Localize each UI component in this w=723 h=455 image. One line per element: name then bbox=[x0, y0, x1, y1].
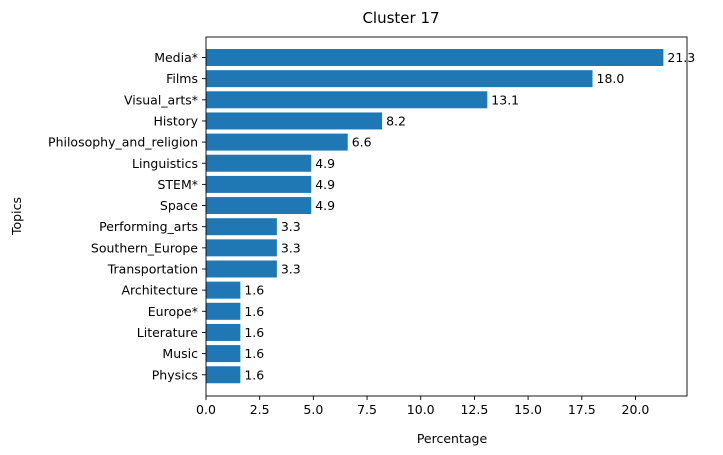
bars-group bbox=[206, 49, 664, 384]
category-label: History bbox=[154, 113, 199, 128]
value-label: 3.3 bbox=[281, 219, 301, 234]
plot-frame bbox=[205, 36, 688, 397]
category-label: Space bbox=[160, 198, 198, 213]
category-label: Physics bbox=[152, 367, 198, 382]
x-tick-label: 17.5 bbox=[568, 402, 596, 417]
bar bbox=[206, 345, 241, 363]
bar bbox=[206, 112, 383, 130]
value-label: 8.2 bbox=[386, 113, 406, 128]
value-label: 1.6 bbox=[244, 304, 264, 319]
value-labels: 21.3 18.0 13.1 8.2 6.6 4.9 4.9 4.9 3.3 3.3 3.3 1.6 1… bbox=[244, 50, 695, 382]
x-tick-label: 5.0 bbox=[303, 402, 323, 417]
value-label: 1.6 bbox=[244, 283, 264, 298]
bar bbox=[206, 260, 277, 278]
bar bbox=[206, 91, 488, 109]
category-label: Media* bbox=[154, 50, 198, 65]
value-label: 21.3 bbox=[667, 50, 695, 65]
bar bbox=[206, 175, 312, 193]
bar bbox=[206, 133, 348, 151]
category-label: Architecture bbox=[121, 283, 198, 298]
category-label: Music bbox=[162, 346, 198, 361]
bar bbox=[206, 239, 277, 257]
value-label: 1.6 bbox=[244, 325, 264, 340]
x-tick-label: 7.5 bbox=[357, 402, 377, 417]
category-label: Transportation bbox=[107, 262, 198, 277]
value-label: 18.0 bbox=[597, 71, 625, 86]
x-tick-label: 0.0 bbox=[196, 402, 216, 417]
x-tick-label: 12.5 bbox=[460, 402, 488, 417]
bar bbox=[206, 49, 664, 66]
category-labels: Media* Films Visual_arts* History Philosophy… bbox=[48, 50, 206, 382]
x-tick-label: 20.0 bbox=[622, 402, 650, 417]
value-label: 13.1 bbox=[491, 92, 519, 107]
category-label: Southern_Europe bbox=[91, 240, 198, 255]
value-label: 1.6 bbox=[244, 346, 264, 361]
category-label: Linguistics bbox=[132, 156, 198, 171]
category-label: Europe* bbox=[148, 304, 198, 319]
bar bbox=[206, 323, 241, 341]
bar bbox=[206, 197, 312, 215]
bar bbox=[206, 302, 241, 320]
bar bbox=[206, 366, 241, 384]
bar bbox=[206, 154, 312, 172]
category-label: Performing_arts bbox=[99, 219, 198, 234]
x-tick-label: 2.5 bbox=[250, 402, 270, 417]
x-tick-label: 15.0 bbox=[514, 402, 542, 417]
category-label: Visual_arts* bbox=[124, 92, 198, 107]
chart-title: Cluster 17 bbox=[362, 9, 439, 27]
value-label: 4.9 bbox=[315, 177, 335, 192]
value-label: 4.9 bbox=[315, 198, 335, 213]
category-label: Literature bbox=[137, 325, 199, 340]
x-axis-ticks: 0.0 2.5 5.0 7.5 10.0 12.5 15.0 17.5 20.0 bbox=[196, 396, 649, 417]
value-label: 1.6 bbox=[244, 367, 264, 382]
category-label: Philosophy_and_religion bbox=[48, 135, 198, 150]
y-axis-title: Topics bbox=[9, 197, 24, 236]
bar bbox=[206, 218, 277, 236]
value-label: 3.3 bbox=[281, 262, 301, 277]
value-label: 3.3 bbox=[281, 240, 301, 255]
x-axis-title: Percentage bbox=[417, 431, 488, 446]
value-label: 6.6 bbox=[352, 135, 372, 150]
bar bbox=[206, 281, 241, 299]
value-label: 4.9 bbox=[315, 156, 335, 171]
category-label: STEM* bbox=[157, 177, 198, 192]
x-tick-label: 10.0 bbox=[407, 402, 435, 417]
category-label: Films bbox=[166, 71, 198, 86]
bar bbox=[206, 70, 593, 88]
